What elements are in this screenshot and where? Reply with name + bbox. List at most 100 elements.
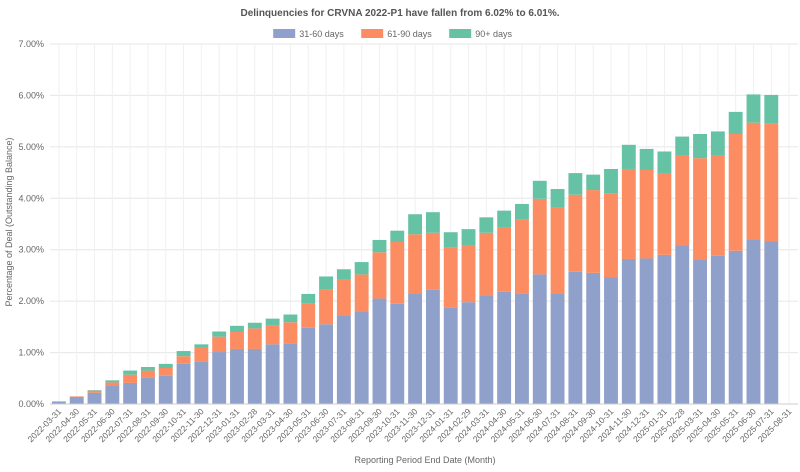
bar-90-days-2024-08-31[interactable]	[568, 173, 583, 195]
bar-61-90-days-2023-12-31[interactable]	[425, 232, 440, 290]
bar-61-90-days-2025-04-30[interactable]	[710, 155, 725, 256]
bar-31-60-days-2024-03-31[interactable]	[479, 296, 494, 404]
bar-61-90-days-2024-01-31[interactable]	[443, 247, 458, 308]
bar-31-60-days-2025-02-28[interactable]	[675, 245, 690, 404]
legend-item[interactable]: 90+ days	[449, 29, 512, 39]
bar-31-60-days-2023-02-28[interactable]	[247, 348, 262, 404]
bar-31-60-days-2024-04-30[interactable]	[497, 291, 512, 404]
bar-90-days-2022-07-31[interactable]	[123, 370, 138, 375]
bar-61-90-days-2022-08-31[interactable]	[141, 370, 155, 378]
bar-61-90-days-2023-09-30[interactable]	[372, 252, 387, 299]
bar-90-days-2024-10-31[interactable]	[604, 168, 618, 194]
bar-61-90-days-2024-06-30[interactable]	[532, 198, 547, 275]
bar-61-90-days-2022-09-30[interactable]	[158, 368, 173, 376]
bar-90-days-2025-03-31[interactable]	[693, 134, 707, 159]
bar-61-90-days-2022-07-31[interactable]	[123, 374, 138, 383]
bar-90-days-2025-05-31[interactable]	[728, 111, 743, 134]
bar-90-days-2022-10-31[interactable]	[176, 351, 191, 357]
bar-31-60-days-2023-04-30[interactable]	[283, 343, 298, 404]
bar-31-60-days-2023-08-31[interactable]	[354, 311, 369, 404]
bar-31-60-days-2023-03-31[interactable]	[265, 344, 280, 404]
bar-90-days-2024-05-31[interactable]	[515, 203, 529, 220]
bar-61-90-days-2022-06-30[interactable]	[105, 382, 120, 386]
bar-31-60-days-2023-09-30[interactable]	[372, 298, 387, 404]
bar-61-90-days-2024-10-31[interactable]	[604, 193, 618, 278]
bar-31-60-days-2023-12-31[interactable]	[425, 289, 440, 404]
bar-31-60-days-2022-03-31[interactable]	[51, 401, 66, 404]
bar-61-90-days-2024-07-31[interactable]	[550, 207, 565, 294]
bar-90-days-2024-06-30[interactable]	[532, 180, 547, 199]
bar-90-days-2024-03-31[interactable]	[479, 217, 494, 233]
bar-31-60-days-2022-08-31[interactable]	[141, 377, 155, 404]
bar-90-days-2023-01-31[interactable]	[230, 325, 244, 332]
bar-61-90-days-2025-06-30[interactable]	[746, 122, 761, 240]
bar-90-days-2022-05-31[interactable]	[87, 390, 102, 391]
bar-90-days-2023-09-30[interactable]	[372, 239, 387, 253]
bar-61-90-days-2024-05-31[interactable]	[515, 219, 529, 294]
bar-90-days-2024-04-30[interactable]	[497, 210, 512, 228]
bar-90-days-2022-09-30[interactable]	[158, 363, 173, 368]
bar-90-days-2023-07-31[interactable]	[336, 269, 351, 280]
bar-31-60-days-2025-06-30[interactable]	[746, 239, 761, 404]
bar-90-days-2022-08-31[interactable]	[141, 366, 155, 371]
bar-90-days-2022-11-30[interactable]	[194, 344, 209, 348]
bar-90-days-2025-07-31[interactable]	[764, 94, 779, 124]
bar-61-90-days-2024-12-31[interactable]	[639, 170, 654, 259]
bar-31-60-days-2023-06-30[interactable]	[319, 324, 333, 404]
bar-31-60-days-2023-01-31[interactable]	[230, 348, 244, 404]
bar-31-60-days-2022-05-31[interactable]	[87, 392, 102, 404]
bar-90-days-2025-06-30[interactable]	[746, 94, 761, 123]
bar-31-60-days-2023-07-31[interactable]	[336, 315, 351, 404]
bar-31-60-days-2024-07-31[interactable]	[550, 293, 565, 404]
bar-31-60-days-2022-09-30[interactable]	[158, 375, 173, 404]
bar-61-90-days-2023-07-31[interactable]	[336, 279, 351, 316]
bar-31-60-days-2024-05-31[interactable]	[515, 293, 529, 404]
bar-31-60-days-2022-06-30[interactable]	[105, 386, 120, 404]
bar-31-60-days-2022-07-31[interactable]	[123, 382, 138, 404]
bar-90-days-2024-01-31[interactable]	[443, 232, 458, 248]
bar-31-60-days-2024-11-30[interactable]	[621, 258, 636, 404]
bar-61-90-days-2025-01-31[interactable]	[657, 173, 672, 255]
bar-31-60-days-2024-08-31[interactable]	[568, 271, 583, 404]
bar-31-60-days-2023-11-30[interactable]	[408, 293, 423, 404]
bar-90-days-2022-06-30[interactable]	[105, 380, 120, 383]
bar-61-90-days-2023-11-30[interactable]	[408, 234, 423, 294]
bar-61-90-days-2023-01-31[interactable]	[230, 332, 244, 349]
bar-61-90-days-2023-06-30[interactable]	[319, 289, 333, 325]
bar-31-60-days-2024-01-31[interactable]	[443, 307, 458, 404]
bar-31-60-days-2022-10-31[interactable]	[176, 363, 191, 404]
bar-31-60-days-2024-10-31[interactable]	[604, 277, 618, 404]
bar-90-days-2024-07-31[interactable]	[550, 189, 565, 208]
bar-90-days-2024-02-29[interactable]	[461, 229, 476, 246]
bar-61-90-days-2022-12-31[interactable]	[212, 336, 227, 353]
bar-61-90-days-2024-03-31[interactable]	[479, 232, 494, 296]
bar-61-90-days-2023-03-31[interactable]	[265, 325, 280, 345]
bar-61-90-days-2025-07-31[interactable]	[764, 123, 779, 242]
bar-90-days-2023-03-31[interactable]	[265, 318, 280, 326]
bar-61-90-days-2022-10-31[interactable]	[176, 356, 191, 364]
bar-90-days-2023-11-30[interactable]	[408, 214, 423, 235]
bar-31-60-days-2022-11-30[interactable]	[194, 361, 209, 404]
bar-31-60-days-2025-07-31[interactable]	[764, 241, 779, 404]
bar-90-days-2023-06-30[interactable]	[319, 276, 333, 290]
bar-90-days-2023-08-31[interactable]	[354, 262, 369, 275]
bar-31-60-days-2022-04-30[interactable]	[69, 396, 84, 404]
bar-61-90-days-2023-08-31[interactable]	[354, 274, 369, 312]
bar-90-days-2023-04-30[interactable]	[283, 314, 298, 323]
bar-31-60-days-2023-10-31[interactable]	[390, 303, 405, 404]
bar-61-90-days-2025-03-31[interactable]	[693, 158, 707, 260]
legend-item[interactable]: 61-90 days	[361, 29, 432, 39]
bar-61-90-days-2024-09-30[interactable]	[586, 190, 601, 273]
bar-90-days-2023-05-31[interactable]	[301, 293, 316, 304]
bar-90-days-2024-11-30[interactable]	[621, 144, 636, 169]
bar-31-60-days-2025-03-31[interactable]	[693, 260, 707, 404]
bar-61-90-days-2023-02-28[interactable]	[247, 328, 262, 349]
bar-90-days-2024-09-30[interactable]	[586, 174, 601, 191]
bar-31-60-days-2024-02-29[interactable]	[461, 302, 476, 404]
bar-90-days-2024-12-31[interactable]	[639, 148, 654, 170]
bar-90-days-2025-02-28[interactable]	[675, 136, 690, 156]
bar-61-90-days-2024-04-30[interactable]	[497, 227, 512, 292]
bar-31-60-days-2022-12-31[interactable]	[212, 352, 227, 404]
legend-item[interactable]: 31-60 days	[273, 29, 344, 39]
bar-90-days-2023-10-31[interactable]	[390, 230, 405, 242]
